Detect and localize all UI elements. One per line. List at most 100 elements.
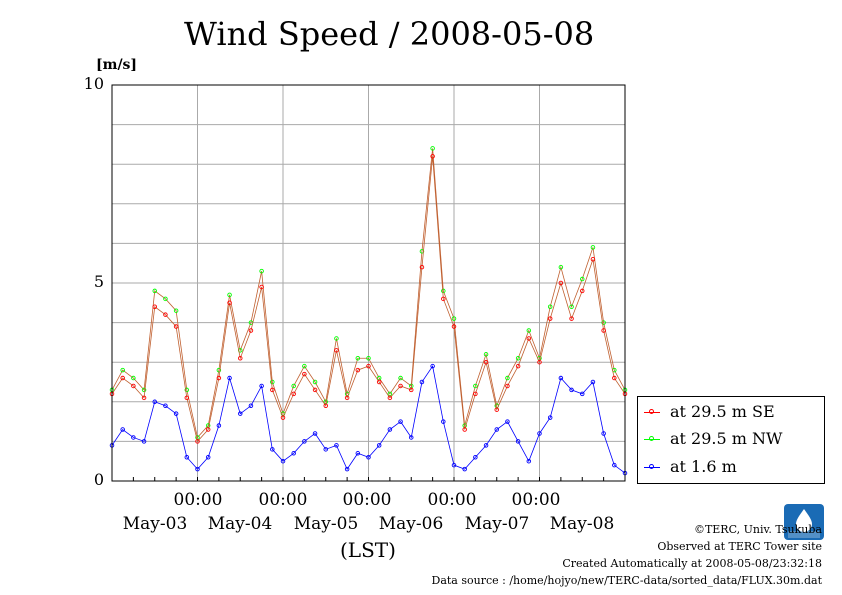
data-point [569,316,574,321]
x-time-label: 00:00 [342,490,392,510]
x-day-label: May-06 [378,514,444,534]
data-point [483,352,489,357]
y-tick-label: 0 [93,470,104,489]
data-point [141,439,147,444]
data-point [547,316,553,321]
data-point [312,387,318,393]
data-point [547,304,553,310]
data-point [270,379,275,385]
data-point [184,454,190,460]
y-axis-unit: [m/s] [96,57,138,73]
data-point [451,324,457,329]
data-point [430,146,435,151]
data-point [248,403,254,409]
x-time-label: 00:00 [427,490,477,510]
data-point [280,458,286,464]
created-timestamp: Created Automatically at 2008-05-08/23:3… [562,557,822,570]
data-point [537,431,542,436]
legend: at 29.5 m SE at 29.5 m NW at 1.6 m [637,396,825,484]
data-point [494,427,500,432]
legend-entry-nw: at 29.5 m NW [644,429,820,449]
data-point [590,379,596,385]
legend-label: at 29.5 m SE [670,402,775,421]
data-point [580,288,585,294]
data-point [451,316,457,321]
data-point [580,391,585,397]
data-point [483,443,489,448]
copyright-text: ©TERC, Univ. Tsukuba [693,523,822,536]
data-point [344,466,350,472]
data-point [205,454,211,460]
series-line [111,148,626,439]
data-point [173,308,179,313]
data-point [152,399,157,405]
series-1 [109,146,628,440]
data-point [419,264,425,270]
data-point [601,431,606,436]
data-point [323,447,329,452]
data-point [612,462,617,468]
data-point [355,367,361,373]
data-point [302,439,307,444]
data-point [184,387,190,393]
plot-frame [111,84,626,482]
data-point [441,419,446,424]
data-point [612,375,617,381]
x-time-label: 00:00 [511,490,561,510]
data-point [216,367,222,373]
data-point [270,387,275,393]
data-point [430,363,435,369]
data-point [398,375,403,381]
data-point [173,411,179,416]
data-point [366,363,371,369]
data-point [601,320,606,325]
data-point [376,379,382,385]
data-point [291,451,296,456]
data-point [590,245,596,250]
data-point [515,355,521,361]
data-point [163,296,168,302]
data-point [387,427,393,432]
data-point [409,435,414,440]
data-point [227,292,232,298]
terc-logo [784,504,824,540]
data-point [163,403,168,409]
data-point [558,280,564,286]
data-point [291,383,296,389]
data-point [451,462,457,468]
data-point [280,415,286,420]
legend-entry-low: at 1.6 m [644,457,820,477]
x-time-label: 00:00 [258,490,308,510]
data-point [558,375,564,381]
chart-title: Wind Speed / 2008-05-08 [184,15,595,53]
legend-marker [649,436,654,441]
legend-marker [649,464,654,469]
data-point [141,387,147,393]
x-time-label: 00:00 [173,490,223,510]
data-point [216,423,222,428]
series-0 [109,154,628,444]
data-point [366,454,371,460]
data-point [259,383,264,389]
data-point [494,407,500,412]
legend-label: at 1.6 m [670,457,737,476]
data-point [473,391,478,397]
data-point [569,304,574,310]
data-point [483,359,489,365]
data-point [344,395,350,401]
data-point [515,363,521,369]
data-point [355,355,361,361]
legend-label: at 29.5 m NW [670,429,783,448]
x-axis-label: (LST) [340,538,396,562]
data-point [131,375,136,381]
y-tick-label: 5 [93,272,104,291]
data-point [601,328,606,333]
data-point [312,431,318,436]
data-point [131,383,136,389]
data-point [334,348,339,353]
data-point [473,454,478,460]
data-point [120,375,125,381]
data-point [526,458,532,464]
data-point [163,312,168,317]
